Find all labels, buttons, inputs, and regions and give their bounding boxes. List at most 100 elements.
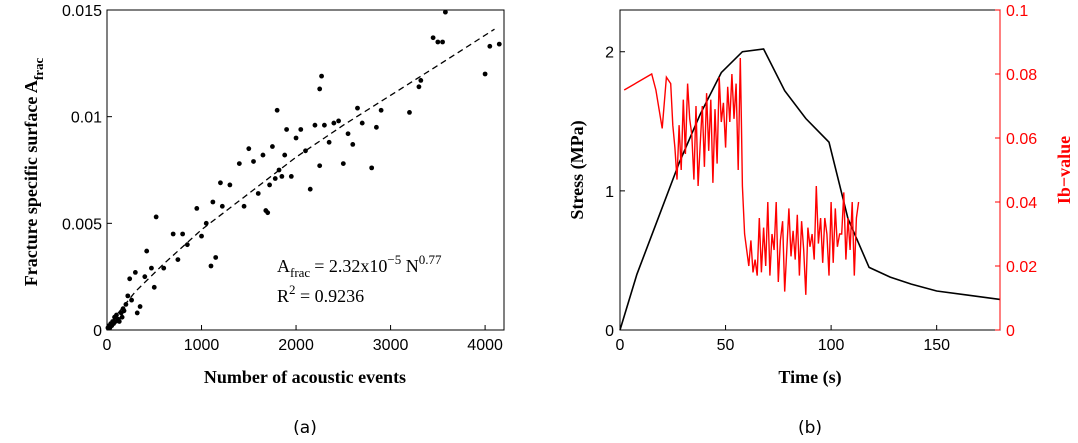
scatter-point — [350, 142, 356, 147]
scatter-point — [322, 122, 327, 128]
power-law-fit-line — [106, 28, 495, 331]
left-y-tick-label: 0 — [605, 323, 614, 340]
x-tick-label: 150 — [923, 337, 950, 354]
scatter-point — [142, 274, 148, 280]
fit-equation-lhs: A — [277, 256, 290, 276]
scatter-point — [260, 152, 266, 158]
scatter-point — [218, 180, 223, 186]
panel-a-marks — [105, 9, 502, 331]
x-tick-label: 50 — [717, 337, 735, 354]
scatter-point — [282, 152, 288, 158]
scatter-point — [487, 43, 493, 49]
scatter-point — [279, 174, 285, 179]
scatter-point — [149, 265, 154, 271]
scatter-point — [153, 214, 159, 220]
scatter-point — [255, 191, 261, 196]
panel-a-x-axis-title: Number of acoustic events — [204, 367, 406, 387]
right-y-tick-label: 0.1 — [1006, 3, 1028, 20]
scatter-point — [293, 135, 299, 141]
scatter-point — [272, 176, 278, 181]
panel-b-left-y-axis-title: Stress (MPa) — [567, 120, 588, 219]
scatter-point — [298, 127, 304, 132]
scatter-point — [319, 73, 324, 79]
scatter-point — [210, 199, 216, 205]
scatter-point — [317, 163, 323, 169]
scatter-point — [482, 71, 488, 77]
panel-a-y-axis-title-sub: frac — [31, 58, 46, 81]
panel-a-scatter-chart: 0 1000 2000 3000 4000 0 0.005 0.01 0.015 Number … — [21, 3, 505, 438]
scatter-point — [119, 314, 125, 320]
scatter-point — [265, 210, 271, 216]
panel-b-ticks: 0 50 100 150 0 1 2 0 0.02 0.04 0.06 0.08 0.1 — [605, 3, 1037, 354]
scatter-point — [134, 310, 140, 316]
scatter-point — [340, 161, 346, 167]
fit-equation-coefficient: = 2.32x10 — [314, 256, 387, 276]
fit-equation-lhs-sub: frac — [290, 265, 310, 280]
scatter-point — [208, 263, 214, 269]
scatter-point — [199, 233, 204, 239]
right-y-tick-label: 0 — [1006, 323, 1015, 340]
x-tick-label: 4000 — [467, 337, 503, 354]
x-tick-label: 0 — [103, 337, 112, 354]
scatter-point — [129, 297, 134, 303]
scatter-point — [416, 84, 422, 90]
right-y-tick-label: 0.02 — [1006, 259, 1037, 276]
scatter-point — [378, 107, 384, 113]
scatter-point — [336, 118, 341, 124]
right-y-tick-label: 0.04 — [1006, 195, 1037, 212]
scatter-point — [307, 186, 313, 192]
scatter-point — [236, 161, 242, 167]
scatter-point — [144, 248, 150, 254]
scatter-point — [312, 122, 318, 128]
scatter-point — [270, 144, 275, 149]
panel-b-marks — [619, 48, 1001, 331]
scatter-point — [369, 165, 375, 171]
scatter-point — [345, 131, 351, 137]
left-y-tick-label: 1 — [605, 184, 614, 201]
scatter-point — [125, 293, 131, 299]
scatter-point — [435, 39, 441, 45]
r-squared-exponent: 2 — [289, 282, 296, 297]
scatter-point — [121, 308, 127, 314]
scatter-point — [440, 39, 445, 45]
scatter-point — [151, 284, 157, 290]
left-y-tick-label: 2 — [605, 45, 614, 62]
scatter-point — [203, 220, 209, 226]
scatter-point — [127, 276, 133, 282]
scatter-point — [219, 203, 225, 209]
scatter-point — [442, 9, 448, 15]
scatter-point — [132, 270, 138, 275]
scatter-point — [241, 203, 247, 209]
scatter-point — [194, 206, 200, 211]
stress-line — [619, 48, 1001, 331]
x-tick-label: 2000 — [278, 337, 314, 354]
y-tick-label: 0.01 — [71, 110, 102, 127]
x-tick-label: 0 — [616, 337, 625, 354]
scatter-point — [170, 231, 176, 237]
y-tick-label: 0.005 — [62, 216, 102, 233]
ib-value-line — [623, 57, 860, 295]
fit-equation-exponent-1: −5 — [387, 252, 401, 267]
scatter-point — [326, 139, 332, 145]
scatter-point — [227, 182, 233, 188]
scatter-point — [246, 146, 252, 152]
scatter-point — [418, 78, 424, 83]
scatter-point — [184, 242, 190, 248]
scatter-point — [213, 255, 219, 260]
x-tick-label: 3000 — [373, 337, 409, 354]
scatter-point — [175, 257, 181, 262]
x-tick-label: 100 — [818, 337, 845, 354]
scatter-point — [407, 110, 412, 115]
panel-a-ticks: 0 1000 2000 3000 4000 0 0.005 0.01 0.015 — [62, 3, 503, 354]
y-tick-label: 0 — [93, 323, 102, 340]
panel-b-right-y-axis-title: Ib−value — [1054, 136, 1074, 204]
scatter-point — [114, 312, 119, 318]
right-y-tick-label: 0.06 — [1006, 131, 1037, 148]
scatter-point — [251, 159, 256, 164]
scatter-point — [359, 120, 365, 126]
scatter-point — [180, 231, 186, 237]
panel-a-caption: (a) — [293, 418, 317, 438]
x-tick-label: 1000 — [184, 337, 220, 354]
r-squared-r: R — [277, 286, 289, 306]
